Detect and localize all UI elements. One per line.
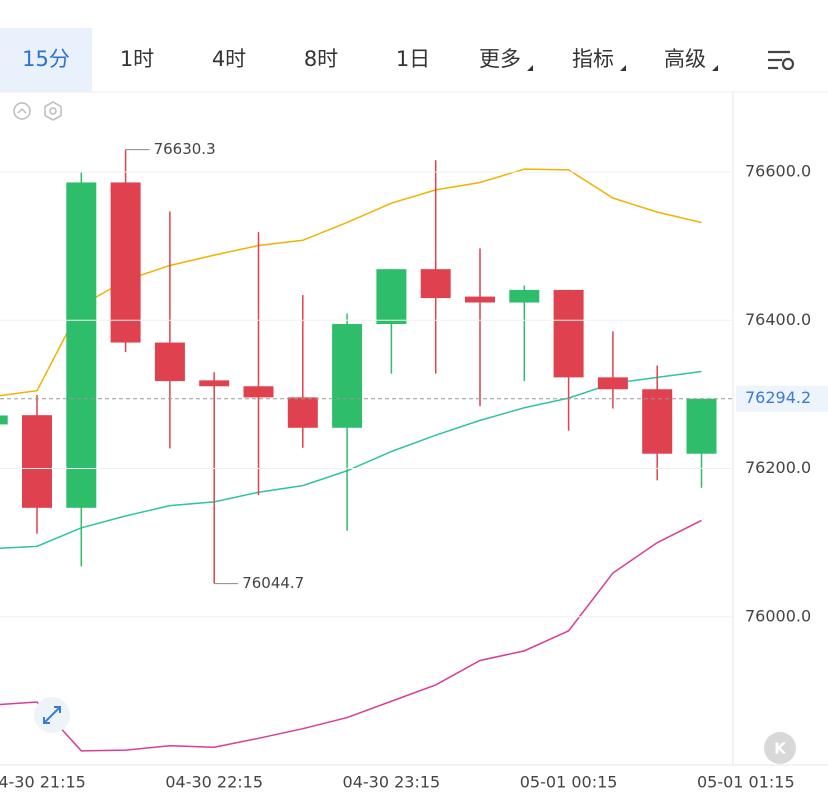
expand-icon[interactable] [34,697,70,733]
candle-body [553,289,584,378]
annotation: 76044.7 [242,574,304,592]
candle-body [22,415,52,508]
candle-body [332,324,363,428]
band-line [0,519,702,752]
k-button-label[interactable]: K [774,740,787,758]
y-tick-label: 76600.0 [745,162,811,181]
candle-body [199,380,230,387]
y-tick-label: 76000.0 [745,606,811,625]
tab[interactable]: 高级 [664,47,706,71]
candle-body [642,389,673,454]
candle-body [243,386,274,398]
tab[interactable]: 更多 [479,47,521,71]
y-tick-label: 76200.0 [745,458,811,477]
candle-body [0,415,8,425]
y-tick-label: 76400.0 [745,310,811,329]
dropdown-arrows [527,65,718,71]
tab[interactable]: 8时 [304,47,338,71]
candle-body [420,269,451,299]
last-price-label: 76294.2 [745,388,811,407]
x-tick-label: 04-30 22:15 [165,773,263,792]
toolbar [0,28,828,92]
tab[interactable]: 15分 [22,47,70,71]
candle-body [686,398,717,454]
k-button[interactable] [764,732,796,764]
candle-body [154,342,185,382]
selected-tab-bg [0,28,92,92]
candle-body [66,182,97,508]
x-tick-label: 04-30 21:15 [0,773,86,792]
tab[interactable]: 4时 [212,47,246,71]
tab[interactable]: 指标 [572,47,614,71]
candle-body [597,377,628,390]
tab[interactable]: 1时 [120,47,154,71]
settings-icon[interactable] [768,50,795,71]
plot [0,149,717,752]
x-tick-label: 04-30 23:15 [343,773,441,792]
x-tick-label: 05-01 00:15 [520,773,618,792]
candle-body [465,296,495,303]
tab[interactable]: 1日 [396,47,430,71]
candle-body [287,397,318,428]
plot-icons[interactable] [13,101,62,121]
annotation: 76630.3 [154,140,216,158]
candle-body [110,182,141,343]
candle-body [376,269,407,325]
last-price-box [736,385,828,412]
x-tick-label: 05-01 01:15 [697,773,795,792]
candle-body [509,289,540,303]
